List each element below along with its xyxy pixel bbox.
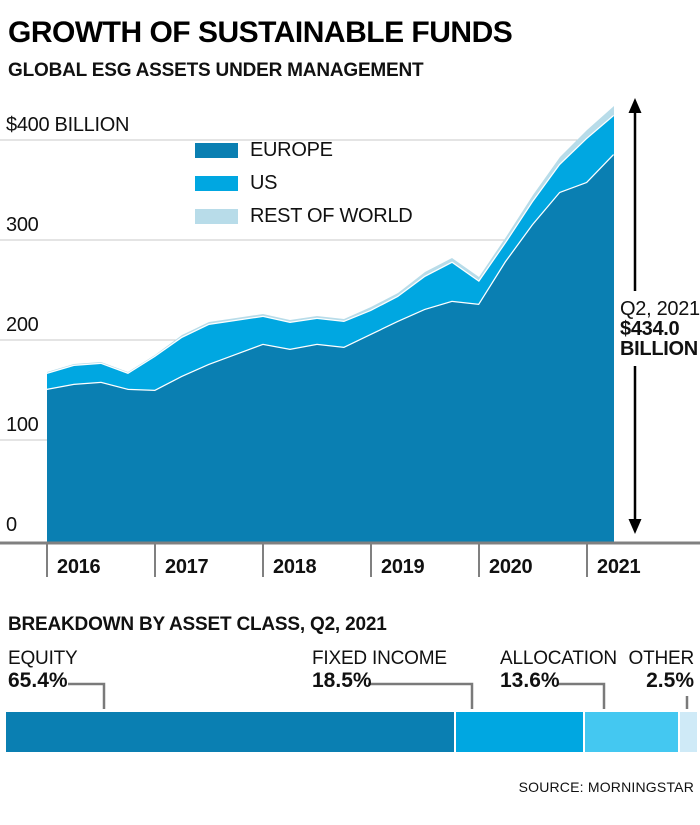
bar-segment-other [679, 712, 697, 752]
x-axis-tick [154, 543, 156, 577]
x-axis-year-label: 2020 [489, 556, 532, 578]
bar-segment-equity [6, 712, 454, 752]
bar-segment-fixed-income [456, 712, 583, 752]
legend-swatch-us [195, 176, 238, 191]
segment-name: FIXED INCOME [312, 648, 447, 669]
breakdown-label-fixed-income: FIXED INCOME 18.5% [312, 648, 447, 692]
x-axis-tick [262, 543, 264, 577]
legend-label-us: US [250, 172, 278, 194]
x-axis-tick [478, 543, 480, 577]
breakdown-heading: BREAKDOWN BY ASSET CLASS, Q2, 2021 [8, 614, 387, 635]
legend-swatch-rest-of-world [195, 209, 238, 224]
x-axis-tick [370, 543, 372, 577]
y-axis-label: 200 [6, 314, 39, 336]
annotation-unit: BILLION [620, 338, 698, 360]
breakdown-label-equity: EQUITY 65.4% [8, 648, 78, 692]
arrow-down-head [628, 519, 642, 534]
page-title: GROWTH OF SUSTAINABLE FUNDS [8, 16, 513, 49]
segment-name: OTHER [628, 648, 694, 669]
source-credit: SOURCE: MORNINGSTAR [518, 779, 694, 795]
x-axis-year-label: 2017 [165, 556, 208, 578]
breakdown-label-allocation: ALLOCATION 13.6% [500, 648, 617, 692]
area-series-europe [47, 155, 614, 543]
breakdown-stacked-bar [6, 712, 697, 752]
x-axis-year-label: 2016 [57, 556, 100, 578]
leader-line-equity [68, 682, 106, 709]
x-axis-year-label: 2019 [381, 556, 424, 578]
breakdown-label-other: OTHER 2.5% [628, 648, 694, 692]
segment-percent: 65.4% [8, 669, 68, 692]
y-axis-label: 100 [6, 414, 39, 436]
leader-line-fixed-income [368, 682, 474, 709]
segment-percent: 18.5% [312, 669, 372, 692]
segment-percent: 13.6% [500, 669, 560, 692]
chart-legend: EUROPE US REST OF WORLD [195, 139, 413, 242]
x-axis-tick [586, 543, 588, 577]
leader-line-allocation [557, 682, 606, 709]
chart-subtitle: GLOBAL ESG ASSETS UNDER MANAGEMENT [8, 60, 424, 81]
arrow-up-head [628, 98, 642, 113]
segment-name: EQUITY [8, 648, 78, 669]
legend-item-rest-of-world: REST OF WORLD [195, 205, 413, 227]
y-axis-label: 0 [6, 514, 17, 536]
annotation-value: $434.0 [620, 318, 680, 340]
segment-name: ALLOCATION [500, 648, 617, 669]
x-axis-tick [46, 543, 48, 577]
legend-label-europe: EUROPE [250, 139, 333, 161]
legend-label-rest-of-world: REST OF WORLD [250, 205, 413, 227]
legend-item-us: US [195, 172, 412, 194]
bar-segment-allocation [584, 712, 678, 752]
y-axis-label: $400 BILLION [6, 114, 129, 136]
annotation-period: Q2, 2021 [620, 298, 700, 320]
peak-annotation: Q2, 2021 $434.0 BILLION [620, 299, 700, 359]
x-axis-year-label: 2021 [597, 556, 640, 578]
segment-percent: 2.5% [646, 669, 694, 692]
legend-item-europe: EUROPE [195, 139, 412, 161]
x-axis-year-label: 2018 [273, 556, 316, 578]
x-axis-baseline [0, 541, 700, 545]
legend-swatch-europe [195, 143, 238, 158]
y-axis-label: 300 [6, 214, 39, 236]
